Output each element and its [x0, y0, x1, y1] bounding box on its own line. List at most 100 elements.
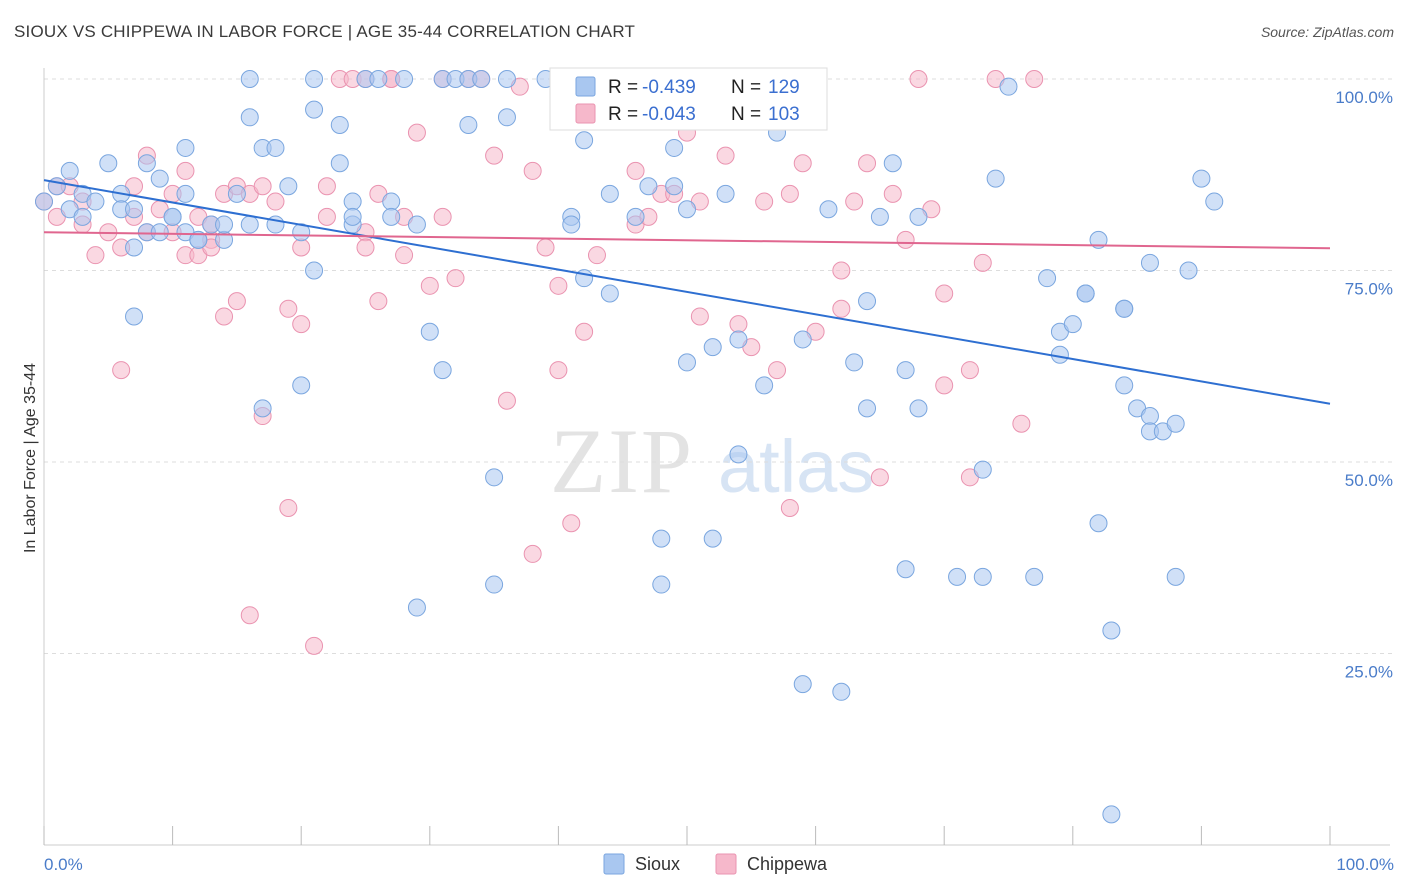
sioux-point — [137, 154, 156, 173]
source-credit: Source: ZipAtlas.com — [1260, 24, 1394, 40]
chippewa-point — [858, 154, 877, 173]
sioux-point — [240, 108, 259, 127]
legend-chippewa-r-label: R = — [608, 104, 638, 125]
chippewa-point — [497, 391, 516, 410]
chippewa-point — [112, 361, 131, 380]
sioux-point — [999, 77, 1018, 96]
legend-chippewa-n-value: 103 — [768, 104, 800, 125]
legend-sioux-n-value: 129 — [768, 77, 800, 98]
watermark: ZIP atlas — [550, 410, 874, 512]
sioux-point — [948, 567, 967, 586]
series-legend-sioux-swatch — [603, 853, 625, 875]
sioux-point — [189, 230, 208, 249]
chippewa-point — [317, 207, 336, 226]
chippewa-point — [768, 361, 787, 380]
chippewa-point — [433, 207, 452, 226]
sioux-point — [600, 184, 619, 203]
sioux-point — [420, 322, 439, 341]
sioux-point — [343, 192, 362, 211]
sioux-point — [1089, 514, 1108, 533]
chippewa-point — [549, 276, 568, 295]
sioux-point — [227, 184, 246, 203]
sioux-point — [652, 529, 671, 548]
chippewa-point — [729, 315, 748, 334]
sioux-point — [395, 70, 414, 88]
chippewa-point — [279, 299, 298, 318]
sioux-point — [497, 108, 516, 127]
sioux-point — [639, 177, 658, 196]
sioux-point — [240, 70, 259, 88]
sioux-point — [292, 376, 311, 395]
sioux-point — [35, 192, 53, 211]
legend-chippewa-swatch — [575, 103, 596, 124]
sioux-point — [485, 575, 504, 594]
chippewa-point — [536, 238, 555, 257]
chart-title: SIOUX VS CHIPPEWA IN LABOR FORCE | AGE 3… — [14, 22, 636, 41]
chippewa-point — [420, 276, 439, 295]
y-tick-label: 50.0% — [1345, 471, 1393, 490]
sioux-point — [896, 560, 915, 579]
chippewa-point — [523, 544, 542, 563]
chippewa-points — [35, 70, 1044, 655]
sioux-point — [600, 284, 619, 303]
sioux-point — [485, 468, 504, 487]
chippewa-point — [973, 253, 992, 272]
chippewa-point — [562, 514, 581, 533]
sioux-point — [562, 215, 581, 234]
sioux-point — [305, 100, 324, 119]
chippewa-point — [960, 361, 979, 380]
sioux-point — [1050, 345, 1069, 364]
chippewa-point — [845, 192, 864, 211]
legend-chippewa-r-value: -0.043 — [642, 104, 696, 125]
sioux-point — [459, 115, 478, 134]
series-legend-chippewa-label: Chippewa — [747, 854, 828, 874]
sioux-point — [703, 338, 722, 357]
sioux-point — [343, 207, 362, 226]
sioux-point — [407, 215, 426, 234]
chippewa-point — [292, 238, 311, 257]
x-tick-label-max: 100.0% — [1336, 855, 1394, 874]
sioux-point — [858, 292, 877, 311]
sioux-point — [1192, 169, 1211, 188]
sioux-point — [909, 399, 928, 418]
chippewa-point — [176, 161, 195, 180]
sioux-point — [330, 115, 349, 134]
sioux-point — [305, 70, 324, 88]
sioux-point — [382, 192, 401, 211]
sioux-point — [382, 207, 401, 226]
sioux-point — [1102, 805, 1121, 824]
chippewa-point — [227, 292, 246, 311]
sioux-point — [60, 161, 79, 180]
chippewa-point — [575, 322, 594, 341]
sioux-point — [729, 330, 748, 349]
sioux-point — [176, 138, 195, 157]
chippewa-point — [935, 376, 954, 395]
chippewa-point — [279, 498, 298, 517]
sioux-point — [369, 70, 388, 88]
chippewa-point — [305, 636, 324, 655]
chippewa-point — [523, 161, 542, 180]
sioux-point — [163, 207, 182, 226]
sioux-point — [703, 529, 722, 548]
sioux-point — [729, 445, 748, 464]
sioux-point — [883, 154, 902, 173]
sioux-point — [678, 200, 696, 219]
chippewa-point — [253, 177, 272, 196]
chippewa-point — [240, 606, 259, 625]
sioux-point — [99, 154, 118, 173]
chippewa-trend-line — [43, 231, 1331, 250]
sioux-point — [125, 238, 144, 257]
y-tick-label: 100.0% — [1335, 88, 1393, 107]
chippewa-point — [935, 284, 954, 303]
sioux-point — [832, 682, 851, 701]
y-axis-label: In Labor Force | Age 35-44 — [22, 363, 39, 553]
series-legend: Sioux Chippewa — [603, 853, 828, 875]
legend-sioux-r-value: -0.439 — [642, 77, 696, 98]
sioux-point — [176, 184, 195, 203]
sioux-point — [73, 207, 92, 226]
chippewa-point — [755, 192, 774, 211]
sioux-point — [125, 200, 144, 219]
sioux-point — [1025, 567, 1044, 586]
sioux-point — [47, 177, 66, 196]
sioux-point — [279, 177, 298, 196]
